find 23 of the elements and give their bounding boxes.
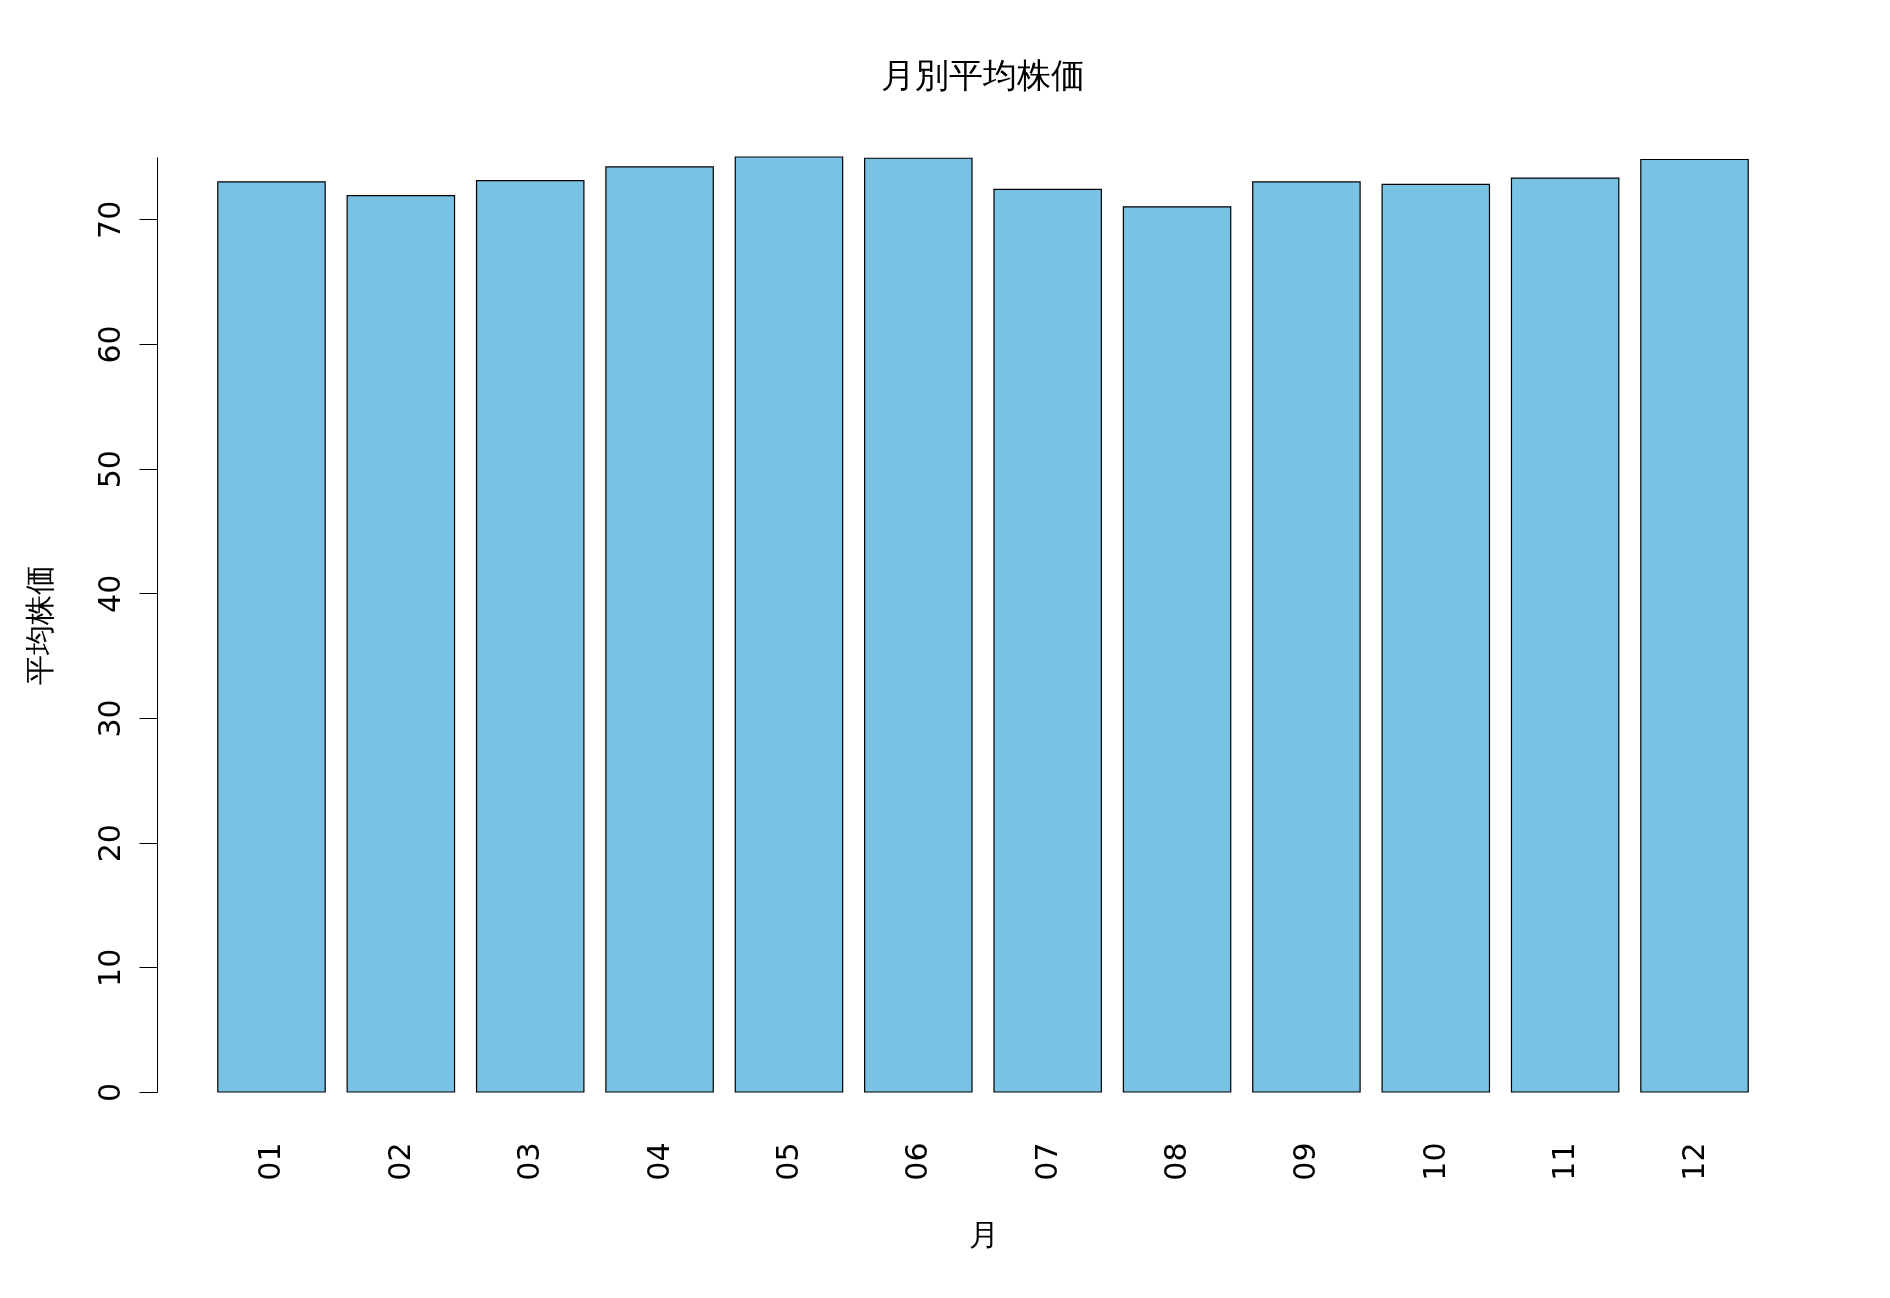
x-tick-label: 02: [381, 1142, 417, 1181]
x-tick-label: 07: [1028, 1142, 1064, 1181]
y-axis-title: 平均株価: [21, 565, 57, 685]
y-tick-label: 50: [91, 450, 127, 489]
y-tick-label: 30: [91, 699, 127, 738]
x-tick-label: 06: [899, 1142, 935, 1181]
y-tick-label: 70: [91, 200, 127, 239]
y-tick-label: 20: [91, 824, 127, 863]
x-tick-label: 11: [1546, 1142, 1582, 1181]
y-tick-label: 0: [91, 1082, 127, 1103]
x-tick-label: 12: [1675, 1142, 1711, 1181]
x-axis-title: 月: [968, 1216, 999, 1252]
x-tick-label: 10: [1416, 1142, 1452, 1181]
x-tick-label: 03: [511, 1142, 547, 1181]
y-tick-label: 60: [91, 325, 127, 364]
y-tick-label: 10: [91, 948, 127, 987]
x-tick-label: 09: [1287, 1142, 1323, 1181]
x-tick-label: 05: [769, 1142, 805, 1181]
chart-title: 月別平均株価: [881, 55, 1085, 96]
x-tick-label: 01: [252, 1142, 288, 1181]
y-tick-label: 40: [91, 574, 127, 613]
x-tick-label: 08: [1158, 1142, 1194, 1181]
x-tick-label: 04: [640, 1142, 676, 1181]
